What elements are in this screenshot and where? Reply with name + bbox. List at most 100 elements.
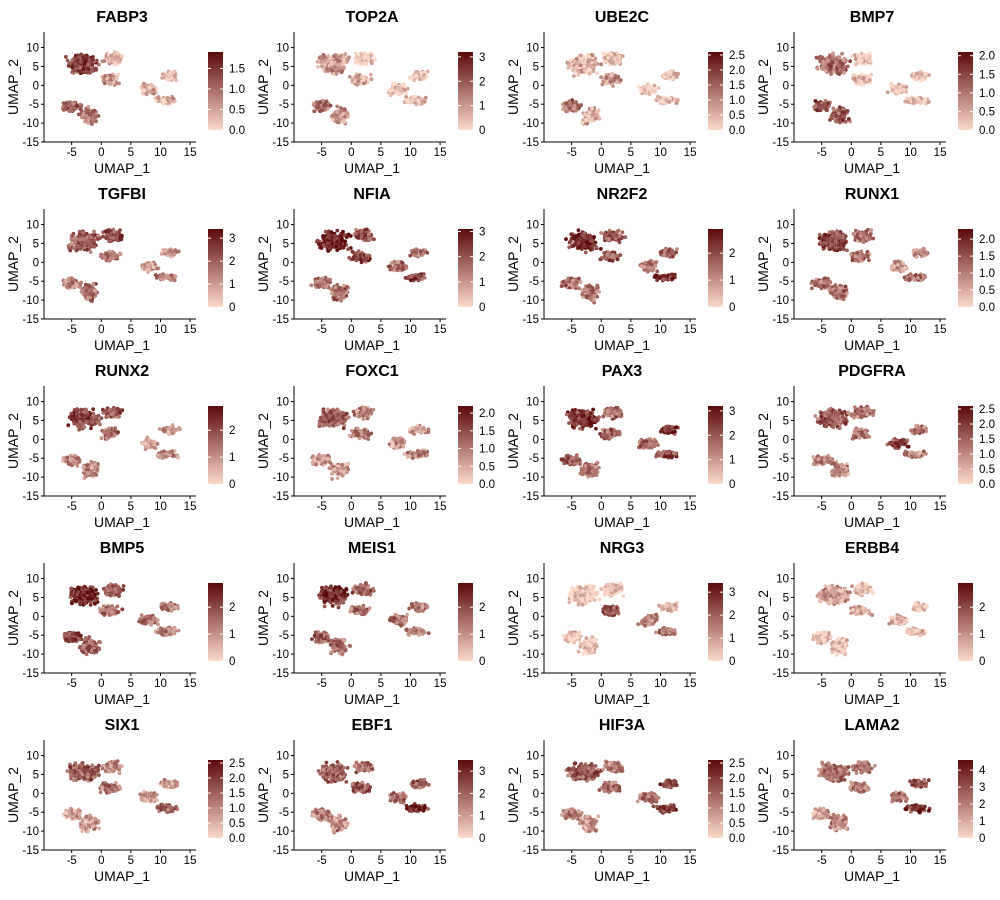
- cell-point: [145, 263, 150, 268]
- cell-point: [400, 266, 405, 271]
- cell-point: [118, 228, 122, 232]
- cell-point: [587, 57, 591, 62]
- cell-point: [832, 69, 836, 74]
- y-axis-label: UMAP_2: [5, 59, 21, 115]
- cell-point: [423, 99, 427, 104]
- cell-point: [98, 254, 103, 259]
- cell-point: [335, 228, 340, 233]
- cell-point: [167, 73, 172, 78]
- cell-points: [60, 50, 179, 126]
- cell-point: [84, 114, 89, 118]
- cell-point: [101, 234, 105, 239]
- x-tick-label: 5: [128, 324, 134, 336]
- cell-point: [335, 104, 340, 109]
- cell-point: [318, 100, 323, 104]
- cell-point: [331, 245, 335, 249]
- cell-point: [585, 121, 589, 126]
- cell-point: [588, 241, 592, 246]
- cell-point: [86, 118, 91, 123]
- cell-point: [587, 110, 592, 115]
- plot-title: TGFBI: [98, 186, 146, 203]
- cell-point: [74, 62, 78, 67]
- cell-point: [86, 105, 91, 109]
- cell-point: [314, 280, 318, 285]
- x-tick-label: 15: [684, 147, 697, 159]
- cell-point: [420, 277, 425, 281]
- cell-point: [335, 282, 339, 287]
- x-tick-label: 15: [934, 147, 947, 159]
- cell-point: [321, 60, 326, 64]
- cell-point: [578, 53, 583, 58]
- y-tick-label: -10: [772, 118, 789, 130]
- cell-point: [96, 62, 101, 67]
- cell-point: [66, 244, 71, 248]
- cell-point: [668, 96, 672, 101]
- cell-point: [142, 88, 147, 93]
- cell-point: [75, 104, 79, 108]
- cell-point: [825, 108, 829, 113]
- cell-point: [601, 51, 606, 56]
- y-tick-label: 0: [533, 80, 539, 92]
- cell-point: [340, 69, 344, 73]
- cell-point: [84, 282, 88, 287]
- cell-point: [344, 294, 349, 298]
- cell-point: [113, 62, 117, 67]
- cell-point: [335, 248, 340, 252]
- cell-point: [339, 298, 343, 303]
- cell-point: [115, 56, 120, 60]
- cell-point: [120, 54, 124, 59]
- cell-point: [413, 94, 418, 99]
- cell-point: [422, 77, 426, 81]
- cell-point: [579, 242, 584, 247]
- cell-point: [337, 234, 342, 238]
- cell-point: [90, 122, 94, 126]
- cell-point: [618, 78, 623, 82]
- cell-point: [664, 72, 668, 77]
- cell-point: [326, 54, 331, 59]
- x-tick-label: -5: [567, 147, 577, 159]
- cell-point: [905, 100, 910, 104]
- cell-point: [414, 73, 419, 78]
- cell-point: [654, 98, 659, 103]
- cell-point: [586, 67, 591, 72]
- cell-point: [661, 100, 666, 104]
- feature-plot-bmp7: BMP7 -5 0 5 10 15 10 5 0 -5 -10 -15 UMAP_1 UMAP_2 0.0 0…: [750, 0, 1000, 180]
- cell-point: [102, 255, 107, 260]
- cell-point: [71, 231, 76, 236]
- cell-point: [315, 238, 320, 243]
- colorbar-tick-label: 1.5: [229, 63, 245, 75]
- cell-point: [825, 58, 830, 62]
- cell-point: [92, 238, 96, 243]
- cell-point: [594, 116, 598, 121]
- cell-point: [590, 56, 595, 60]
- cell-point: [418, 77, 422, 81]
- cell-point: [576, 228, 581, 233]
- cell-point: [339, 106, 343, 110]
- cell-point: [337, 286, 341, 290]
- cell-points: [61, 227, 181, 303]
- cell-point: [583, 59, 587, 64]
- y-tick-label: -5: [29, 99, 39, 111]
- cell-point: [616, 75, 620, 80]
- x-tick-label: 0: [348, 147, 354, 159]
- cell-point: [160, 76, 165, 80]
- y-tick-label: -5: [279, 99, 289, 111]
- cell-point: [328, 103, 333, 108]
- y-axis-label: UMAP_2: [5, 236, 21, 292]
- cell-point: [325, 59, 330, 63]
- cell-point: [813, 104, 818, 109]
- cell-point: [151, 265, 156, 270]
- cell-point: [144, 92, 149, 97]
- cell-point: [323, 100, 328, 105]
- cell-point: [359, 75, 364, 79]
- feature-plot-tgfbi: TGFBI -5 0 5 10 15 10 5 0 -5 -10 -15 UMAP_1 UMAP_2 0 1 2…: [0, 177, 250, 357]
- x-tick-label: -5: [67, 324, 77, 336]
- cell-point: [358, 253, 363, 257]
- cell-point: [68, 282, 72, 287]
- cell-point: [333, 292, 338, 297]
- cell-point: [574, 56, 579, 61]
- cell-point: [845, 109, 850, 113]
- cell-point: [424, 74, 429, 79]
- cell-point: [84, 231, 89, 236]
- cell-point: [323, 275, 328, 280]
